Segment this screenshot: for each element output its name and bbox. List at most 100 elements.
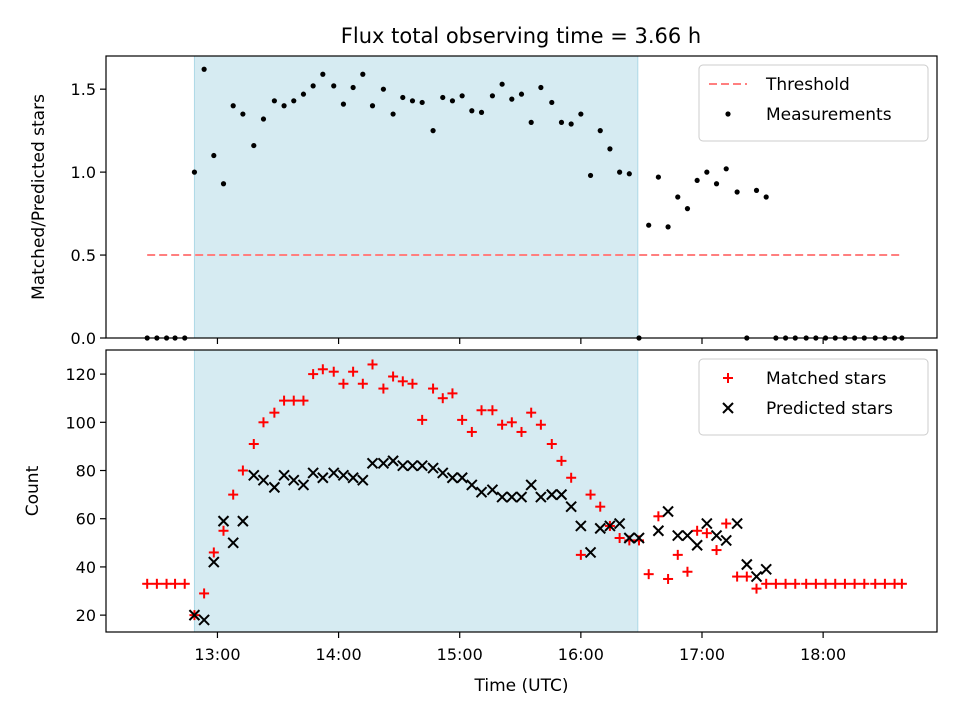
observing-band bbox=[193, 349, 639, 633]
predicted-star-point bbox=[604, 520, 616, 532]
matched-star-point bbox=[526, 407, 537, 418]
predicted-star-point bbox=[760, 563, 772, 576]
legend-predicted-swatch bbox=[722, 402, 734, 414]
axes-frame bbox=[105, 349, 938, 633]
measurement-point bbox=[478, 109, 485, 115]
measurement-point bbox=[499, 81, 505, 87]
measurement-point bbox=[240, 111, 246, 117]
axes-frame bbox=[105, 55, 938, 339]
matched-star-point bbox=[830, 578, 841, 589]
matched-star-point bbox=[279, 395, 290, 406]
measurement-point bbox=[617, 169, 623, 175]
measurement-point bbox=[430, 128, 436, 134]
matched-star-point bbox=[348, 366, 359, 377]
matched-star-point bbox=[288, 395, 299, 406]
measurement-point bbox=[281, 103, 287, 109]
measurement-point bbox=[419, 99, 425, 106]
matched-star-point bbox=[248, 439, 259, 449]
matched-star-point bbox=[663, 573, 674, 584]
matched-star-point bbox=[407, 378, 418, 389]
matched-star-point bbox=[801, 578, 812, 589]
predicted-star-point bbox=[662, 505, 674, 518]
legend-label: Threshold bbox=[765, 75, 850, 95]
matched-star-point bbox=[516, 426, 527, 437]
measurement-point bbox=[440, 94, 446, 101]
legend-box bbox=[698, 64, 929, 142]
measurement-point bbox=[549, 99, 555, 106]
measurement-point bbox=[607, 146, 613, 152]
matched-star-point bbox=[417, 414, 428, 425]
predicted-star-point bbox=[377, 457, 390, 469]
measurement-point bbox=[300, 91, 307, 97]
predicted-star-point bbox=[652, 525, 665, 537]
matched-star-point bbox=[308, 369, 319, 380]
measurement-point bbox=[360, 71, 366, 77]
matched-star-point bbox=[269, 407, 280, 418]
measurement-point bbox=[558, 119, 565, 125]
matched-star-point bbox=[595, 501, 606, 512]
matched-star-point bbox=[859, 578, 870, 589]
measurement-point bbox=[509, 96, 515, 102]
measurement-point bbox=[518, 91, 525, 97]
measurement-point bbox=[568, 121, 574, 127]
y-tick-label: 0.0 bbox=[71, 329, 96, 348]
predicted-star-point bbox=[198, 614, 210, 626]
matched-star-point bbox=[506, 417, 517, 428]
matched-star-point bbox=[367, 359, 378, 370]
measurement-point bbox=[449, 98, 456, 104]
predicted-star-point bbox=[535, 491, 547, 503]
predicted-star-point bbox=[257, 474, 270, 486]
matched-star-point bbox=[497, 419, 508, 430]
y-axis-label: Count bbox=[23, 465, 43, 516]
matched-star-point bbox=[556, 455, 567, 466]
matched-star-point bbox=[849, 578, 860, 589]
predicted-star-point bbox=[268, 481, 281, 494]
measurement-point bbox=[400, 94, 406, 101]
matched-star-point bbox=[721, 518, 732, 529]
matched-star-point bbox=[237, 465, 248, 476]
predicted-star-point bbox=[691, 539, 703, 551]
measurement-point bbox=[587, 172, 594, 179]
measurement-point bbox=[626, 171, 632, 177]
y-tick-label: 20 bbox=[76, 606, 96, 625]
predicted-star-point bbox=[337, 469, 350, 482]
predicted-star-point bbox=[248, 469, 260, 482]
predicted-star-point bbox=[466, 479, 478, 491]
matched-star-point bbox=[142, 578, 153, 589]
matched-star-point bbox=[741, 571, 752, 582]
matched-star-point bbox=[258, 417, 269, 428]
measurement-point bbox=[380, 86, 387, 92]
matched-star-point bbox=[643, 569, 654, 580]
legend-label: Measurements bbox=[766, 105, 892, 125]
matched-star-point bbox=[701, 528, 712, 539]
predicted-star-point bbox=[397, 459, 409, 472]
predicted-star-point bbox=[720, 534, 732, 547]
measurement-point bbox=[665, 224, 671, 230]
matched-star-point bbox=[428, 383, 439, 394]
measurement-point bbox=[713, 181, 720, 187]
x-tick-label: 14:00 bbox=[316, 645, 362, 664]
predicted-star-point bbox=[486, 484, 499, 496]
x-tick-label: 15:00 bbox=[437, 645, 483, 664]
matched-star-point bbox=[711, 545, 722, 556]
predicted-star-point bbox=[357, 474, 369, 486]
matched-star-point bbox=[535, 419, 546, 430]
matched-star-point bbox=[388, 371, 399, 382]
measurement-point bbox=[260, 116, 267, 122]
matched-star-point bbox=[770, 578, 781, 589]
matched-star-point bbox=[397, 376, 408, 387]
matched-star-point bbox=[810, 578, 821, 589]
matched-star-point bbox=[476, 405, 487, 416]
predicted-star-point bbox=[307, 467, 319, 479]
predicted-star-point bbox=[750, 570, 763, 583]
matched-star-point bbox=[298, 395, 309, 406]
predicted-star-point bbox=[731, 517, 743, 530]
matched-star-point bbox=[161, 578, 172, 589]
predicted-star-point bbox=[701, 517, 713, 530]
x-tick-label: 13:00 bbox=[194, 645, 240, 664]
matched-star-point bbox=[780, 578, 791, 589]
measurement-point bbox=[646, 222, 652, 228]
predicted-star-point bbox=[237, 515, 249, 527]
measurement-point bbox=[230, 103, 236, 109]
measurement-point bbox=[409, 98, 416, 104]
